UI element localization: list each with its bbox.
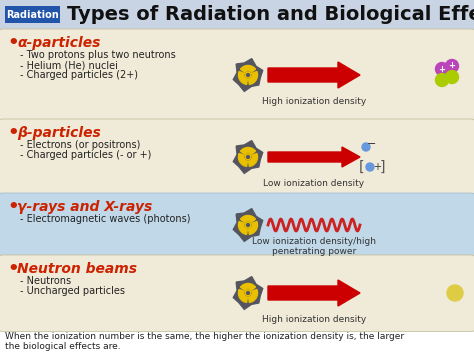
Text: Radiation: Radiation: [6, 10, 59, 20]
Text: - Charged particles (2+): - Charged particles (2+): [20, 70, 138, 80]
Circle shape: [246, 224, 249, 226]
Text: - Neutrons: - Neutrons: [20, 276, 71, 286]
Text: α-particles: α-particles: [17, 36, 100, 50]
Text: ]: ]: [379, 160, 385, 174]
FancyBboxPatch shape: [0, 119, 474, 196]
Text: •: •: [7, 260, 18, 278]
Circle shape: [245, 222, 251, 228]
Wedge shape: [238, 71, 247, 84]
Wedge shape: [248, 222, 257, 234]
Text: High ionization density: High ionization density: [262, 315, 366, 324]
FancyArrow shape: [268, 62, 360, 88]
Text: β-particles: β-particles: [17, 126, 101, 140]
Circle shape: [246, 73, 249, 76]
Wedge shape: [238, 153, 247, 166]
Wedge shape: [248, 153, 257, 166]
Circle shape: [362, 143, 370, 151]
Circle shape: [245, 72, 251, 78]
Text: •: •: [7, 124, 18, 142]
Text: - Electromagnetic waves (photons): - Electromagnetic waves (photons): [20, 214, 191, 224]
Circle shape: [246, 155, 249, 158]
Text: High ionization density: High ionization density: [262, 97, 366, 106]
Wedge shape: [240, 284, 255, 290]
Text: Types of Radiation and Biological Effects: Types of Radiation and Biological Effect…: [67, 5, 474, 24]
Text: - Charged particles (- or +): - Charged particles (- or +): [20, 150, 151, 160]
Circle shape: [446, 60, 458, 72]
Circle shape: [446, 71, 458, 83]
FancyArrow shape: [268, 280, 360, 306]
Text: - Electrons (or positrons): - Electrons (or positrons): [20, 140, 140, 150]
FancyBboxPatch shape: [5, 6, 60, 23]
Text: +: +: [373, 162, 381, 172]
Circle shape: [436, 62, 448, 76]
Text: +: +: [438, 65, 446, 73]
Text: Low ionization density/high
penetrating power: Low ionization density/high penetrating …: [252, 237, 376, 256]
FancyBboxPatch shape: [0, 255, 474, 332]
Wedge shape: [238, 289, 247, 302]
Circle shape: [246, 291, 249, 294]
Polygon shape: [233, 59, 263, 91]
Text: γ-rays and X-rays: γ-rays and X-rays: [17, 200, 152, 214]
Wedge shape: [248, 289, 257, 302]
Circle shape: [245, 154, 251, 160]
Circle shape: [436, 73, 448, 87]
Circle shape: [245, 290, 251, 296]
Text: +: +: [448, 61, 456, 71]
Text: - Two protons plus two neutrons: - Two protons plus two neutrons: [20, 50, 176, 60]
FancyBboxPatch shape: [0, 193, 474, 257]
Text: •: •: [7, 198, 18, 216]
Text: •: •: [7, 34, 18, 52]
Polygon shape: [233, 141, 263, 173]
Text: - Uncharged particles: - Uncharged particles: [20, 286, 125, 296]
Wedge shape: [238, 222, 247, 234]
Wedge shape: [248, 71, 257, 84]
Wedge shape: [240, 65, 255, 72]
Wedge shape: [240, 215, 255, 223]
Wedge shape: [240, 147, 255, 154]
Text: - Helium (He) nuclei: - Helium (He) nuclei: [20, 60, 118, 70]
FancyBboxPatch shape: [0, 0, 474, 30]
Polygon shape: [233, 209, 263, 241]
Text: Neutron beams: Neutron beams: [17, 262, 137, 276]
Circle shape: [366, 163, 374, 171]
FancyArrow shape: [268, 147, 360, 167]
Text: [: [: [359, 160, 365, 174]
Polygon shape: [233, 277, 263, 309]
Text: −: −: [367, 139, 377, 149]
Circle shape: [447, 285, 463, 301]
FancyBboxPatch shape: [0, 29, 474, 121]
Text: Low ionization density: Low ionization density: [264, 179, 365, 188]
Text: When the ionization number is the same, the higher the ionization density is, th: When the ionization number is the same, …: [5, 332, 404, 351]
